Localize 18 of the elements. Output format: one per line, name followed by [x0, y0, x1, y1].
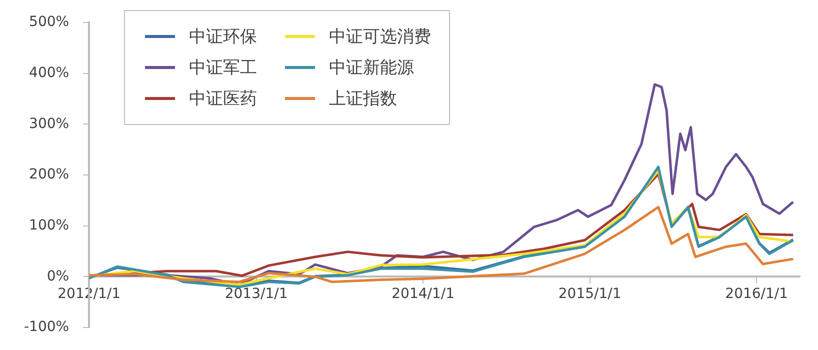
y-tick-label: 300% [29, 116, 70, 132]
y-tick-label: 0% [46, 268, 70, 284]
y-tick-label: -100% [24, 319, 70, 336]
y-tick-label: 200% [29, 166, 70, 183]
y-tick-label: 100% [29, 218, 70, 234]
legend-label: 中证新能源 [329, 57, 414, 79]
legend-label: 中证可选消费 [329, 26, 431, 48]
legend-label: 中证医药 [189, 88, 257, 110]
y-tick-label: 400% [29, 64, 70, 81]
x-tick-label: 2012/1/1 [58, 286, 121, 302]
x-tick-label: 2014/1/1 [392, 286, 455, 302]
x-tick-label: 2015/1/1 [558, 286, 622, 302]
legend-label: 上证指数 [329, 88, 397, 110]
y-tick-label: 500% [29, 14, 70, 30]
x-tick-label: 2016/1/1 [725, 286, 788, 302]
x-tick-label: 2013/1/1 [224, 286, 288, 302]
legend-label: 中证军工 [189, 57, 257, 79]
legend-label: 中证环保 [189, 26, 257, 48]
